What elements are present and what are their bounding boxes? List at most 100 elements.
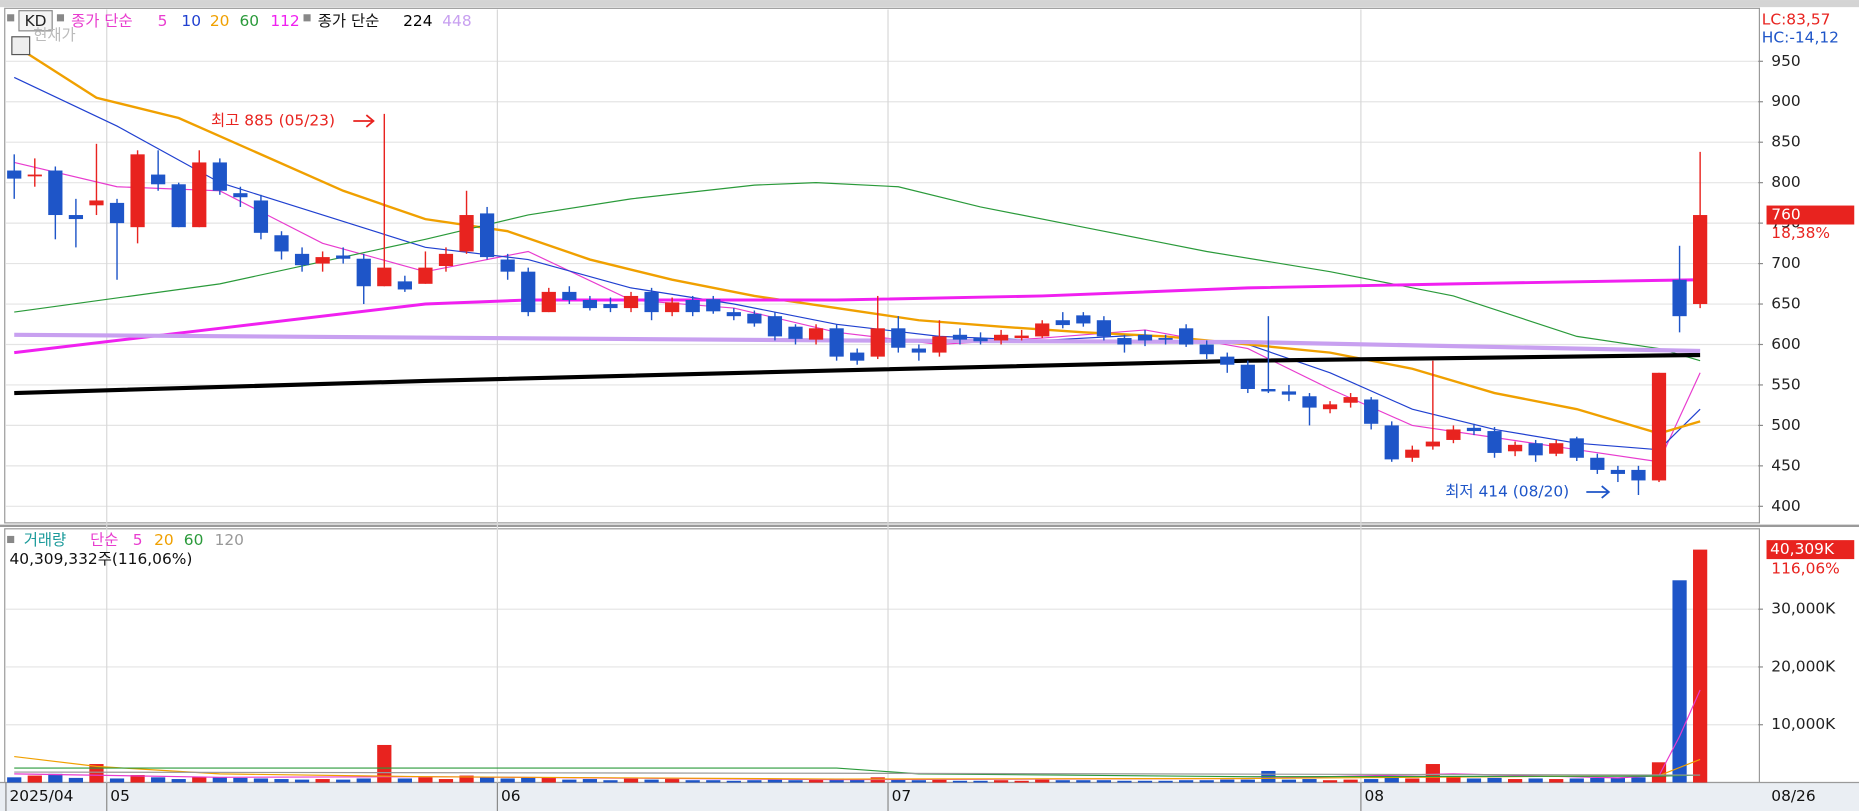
x-tick-label: 2025/04	[9, 787, 73, 805]
candle-body	[1528, 443, 1543, 456]
x-tick-label: 08	[1364, 787, 1384, 805]
volume-bar	[891, 779, 906, 783]
legend-entry: 10	[181, 12, 201, 30]
candle-body	[130, 154, 145, 228]
candle-body	[1179, 328, 1194, 345]
change-label: 18,38%	[1771, 224, 1830, 242]
marks	[7, 44, 1708, 783]
volume-bar	[438, 779, 454, 783]
volume-bar	[1549, 779, 1564, 783]
candle-body	[911, 348, 926, 353]
x-tick-label: 07	[892, 787, 912, 805]
candle-body	[870, 328, 885, 357]
candle-body	[1117, 338, 1132, 345]
candle-body	[993, 334, 1009, 341]
button-icon[interactable]	[11, 36, 31, 56]
legend-marker	[303, 14, 311, 22]
candle-body	[1261, 388, 1276, 392]
kd-box[interactable]	[18, 10, 53, 32]
volume-bar	[171, 779, 186, 783]
candle-body	[665, 302, 680, 313]
candle-body	[1076, 315, 1091, 324]
candle-body	[233, 193, 248, 198]
legend-label: 종가 단순	[318, 12, 380, 30]
volume-bar	[603, 780, 618, 783]
candle-body	[294, 253, 310, 266]
lc-label: LC:83,57	[1762, 11, 1831, 29]
y-tick-label: 950	[1771, 52, 1800, 70]
volume-bar	[1035, 779, 1050, 783]
candle-body	[438, 253, 454, 267]
ma-line	[14, 182, 1701, 362]
volume-bar	[726, 780, 741, 783]
volume-bar	[1240, 779, 1255, 783]
volume-bar	[788, 780, 803, 783]
y-tick-label: 900	[1771, 92, 1800, 110]
candle-body	[685, 299, 700, 313]
legend-entry: 448	[442, 12, 471, 30]
legend-label: 종가 단순	[71, 12, 133, 30]
volume-bar	[397, 778, 412, 783]
candle-body	[1035, 323, 1050, 337]
legend-marker	[56, 14, 65, 22]
volume-bar	[253, 778, 269, 783]
candle-body	[1651, 372, 1667, 481]
candle-body	[1466, 427, 1482, 432]
volume-bar	[541, 777, 556, 783]
volume-bar	[294, 779, 310, 783]
candle-body	[1302, 396, 1317, 408]
y-tick-label: 450	[1771, 456, 1800, 474]
volume-bar	[1302, 779, 1317, 783]
volume-bar	[829, 778, 844, 783]
legend-prefix[interactable]: KD	[25, 12, 47, 30]
volume-bar	[1199, 780, 1214, 783]
y-tick-label: 700	[1771, 254, 1800, 272]
volume-bar	[993, 780, 1009, 783]
volume-bar	[1446, 777, 1461, 783]
candle-body	[1240, 364, 1255, 389]
volume-bar	[27, 775, 42, 783]
candle-body	[973, 338, 988, 342]
candle-body	[808, 328, 824, 340]
volume-bar	[151, 777, 166, 783]
volume-bar	[932, 779, 947, 783]
candle-body	[1220, 356, 1235, 365]
candle-body	[192, 162, 207, 228]
candle-body	[7, 170, 22, 179]
volume-bar	[562, 779, 577, 783]
volume-bar	[911, 780, 926, 783]
y-tick-label: 500	[1771, 416, 1800, 434]
current-date: 08/26	[1771, 787, 1815, 805]
candle-body	[726, 312, 741, 317]
y-tick-label: 550	[1771, 375, 1800, 393]
volume-bar	[1569, 778, 1584, 783]
volume-bar	[356, 778, 371, 783]
candle-body	[48, 170, 63, 216]
volume-legend: 거래량	[24, 531, 67, 549]
current-price-button[interactable]: 현재가	[33, 26, 76, 44]
volume-bar	[1014, 780, 1029, 783]
candle-body	[1158, 338, 1173, 340]
candle-body	[479, 213, 495, 258]
price-tag-label: 760	[1771, 206, 1800, 224]
volume-change-label: 116,06%	[1771, 560, 1840, 578]
volume-bar	[1158, 780, 1173, 783]
legend-entry: 60	[184, 531, 204, 549]
volume-bar	[1405, 778, 1420, 783]
volume-bar	[1631, 777, 1646, 783]
volume-bar	[521, 777, 536, 783]
candle-body	[706, 299, 721, 312]
legend-entry: 120	[215, 531, 244, 549]
candle-body	[1507, 444, 1523, 452]
candle-body	[582, 299, 598, 309]
volume-bar	[1322, 780, 1338, 783]
volume-bar	[1425, 764, 1440, 783]
candle-body	[644, 291, 659, 313]
candle-body	[68, 215, 84, 220]
volume-bar	[7, 777, 22, 783]
candle-body	[891, 328, 906, 348]
volume-bar	[68, 777, 84, 783]
volume-bar	[623, 777, 639, 783]
volume-bar	[233, 777, 248, 783]
